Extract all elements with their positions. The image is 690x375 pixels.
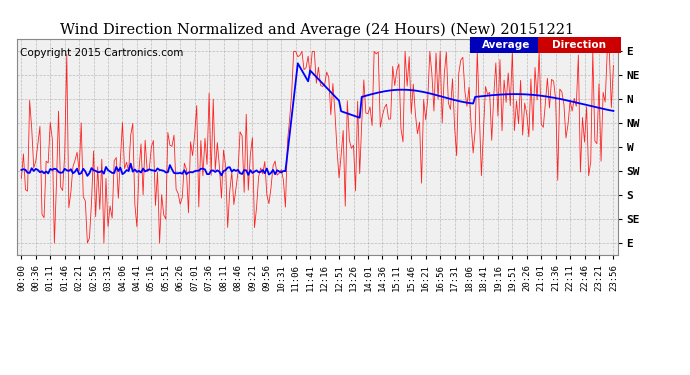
FancyBboxPatch shape xyxy=(471,37,542,53)
Title: Wind Direction Normalized and Average (24 Hours) (New) 20151221: Wind Direction Normalized and Average (2… xyxy=(60,22,575,37)
FancyBboxPatch shape xyxy=(538,37,620,53)
Text: Copyright 2015 Cartronics.com: Copyright 2015 Cartronics.com xyxy=(20,48,184,58)
Text: Direction: Direction xyxy=(552,40,606,50)
Text: Average: Average xyxy=(482,40,531,50)
